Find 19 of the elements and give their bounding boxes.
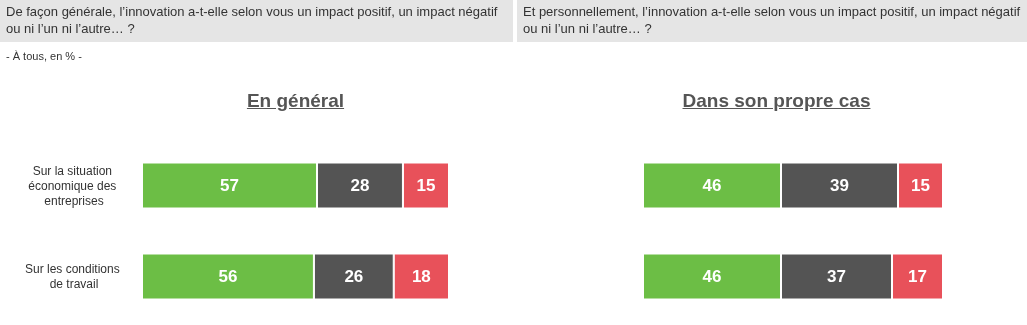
data-label: 39 [830,176,849,195]
data-label: 37 [827,267,846,286]
chart-title: Dans son propre cas [681,90,872,112]
data-label: 46 [702,176,722,195]
data-label: 17 [908,267,927,286]
chart-subtitle: Et personnellement, l’innovation a-t-elle selon vous un impact positif, un impact négatif ou ni l’un ni l’autre… ? [517,0,1027,42]
chart-subtitle: De façon générale, l’innovation a-t-elle selon vous un impact positif, un impact négatif ou ni l’un ni l’autre… ? [0,0,513,42]
data-label: 18 [411,267,431,286]
y-tick-label: Sur la situation économique des entreprises [28,163,120,208]
text: - À tous, en % - [6,50,82,62]
data-label: 56 [218,267,238,286]
data-label: 26 [344,267,364,286]
chart-title: En général [245,90,346,112]
data-label: 57 [220,176,239,195]
y-tick-label: Sur les conditions de travail [24,262,124,291]
data-label: 15 [416,176,436,195]
data-label: 28 [350,176,370,195]
data-label: 15 [911,176,930,195]
data-label: 46 [702,267,722,286]
